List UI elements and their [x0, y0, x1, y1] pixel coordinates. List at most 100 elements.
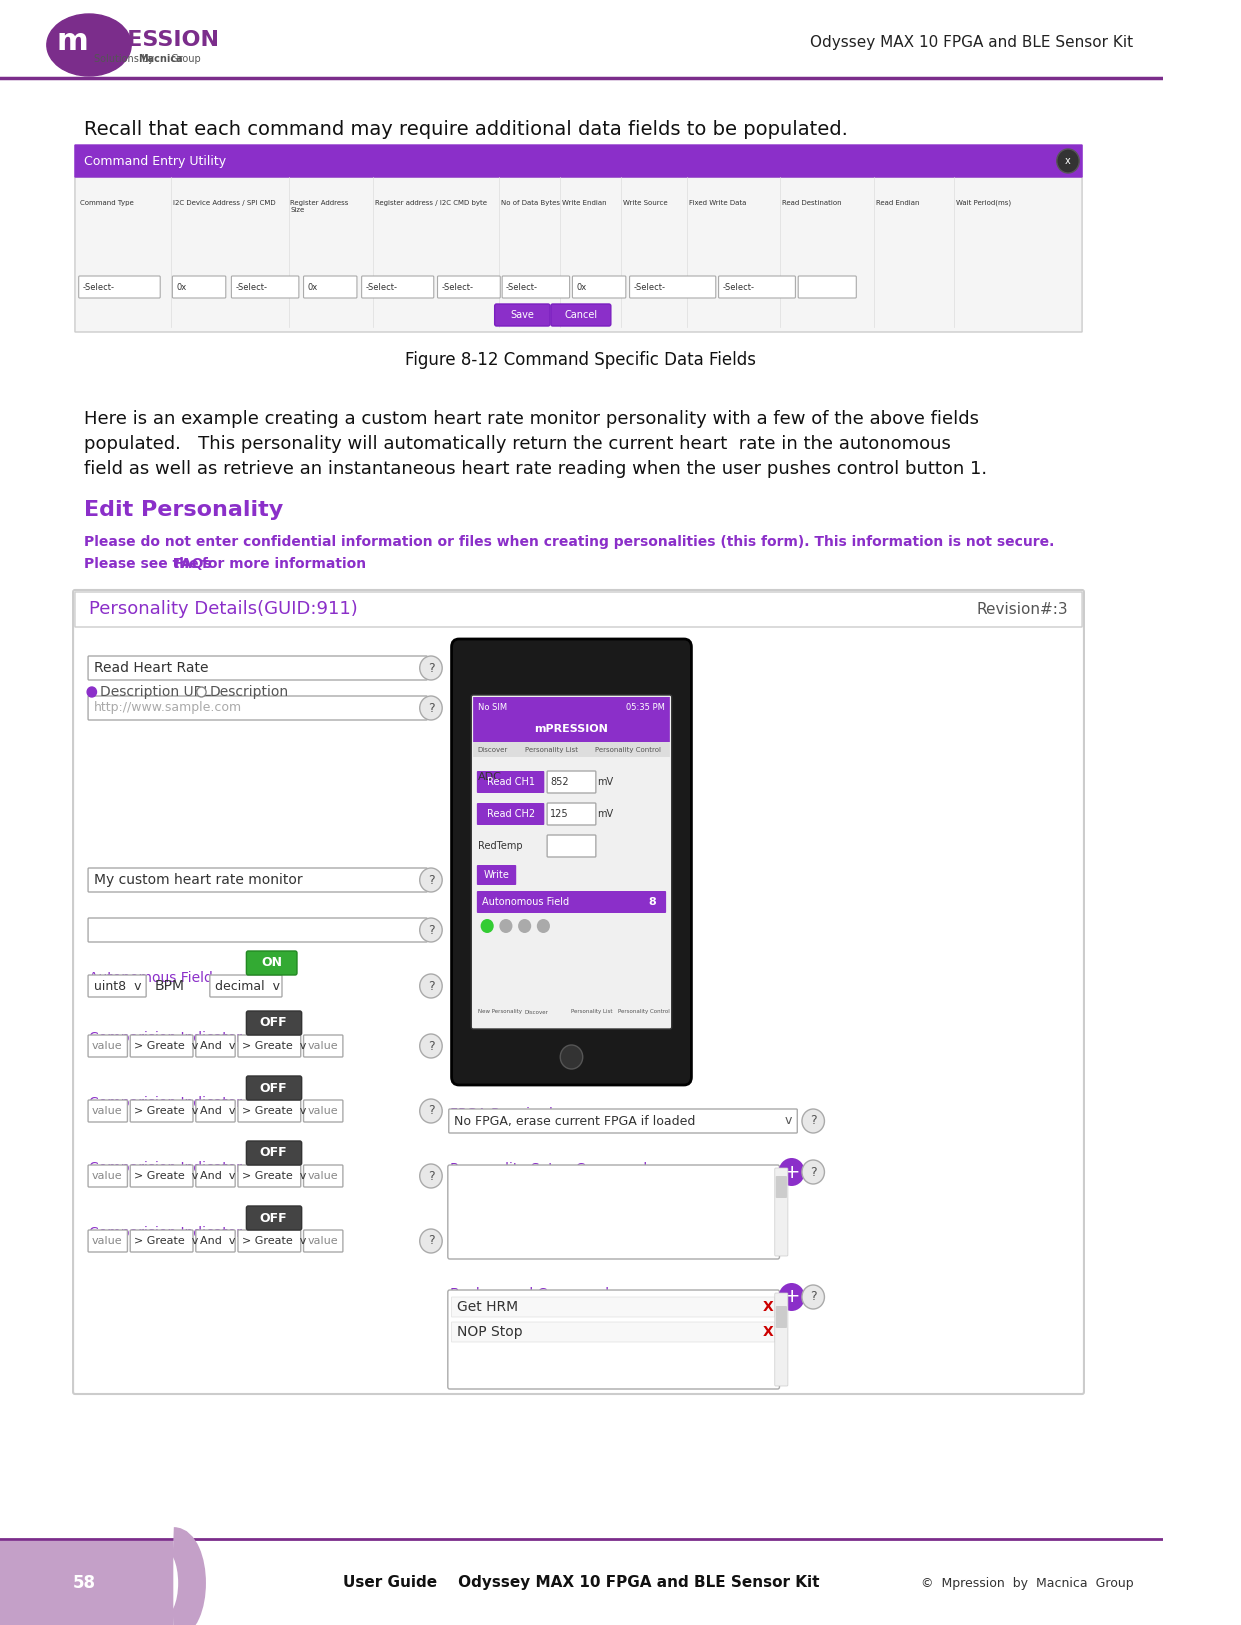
Text: Personality Details(GUID:911): Personality Details(GUID:911) — [89, 601, 357, 619]
Text: New Personality: New Personality — [478, 1009, 521, 1014]
FancyBboxPatch shape — [196, 1165, 235, 1186]
Text: Personality Control: Personality Control — [618, 1009, 670, 1014]
Text: mV: mV — [597, 777, 613, 786]
Text: x: x — [1065, 156, 1071, 166]
Circle shape — [197, 687, 206, 697]
Circle shape — [480, 920, 494, 933]
Text: value: value — [92, 1172, 123, 1181]
Text: Comparision Indicator 4: Comparision Indicator 4 — [89, 1225, 256, 1240]
FancyBboxPatch shape — [88, 656, 427, 679]
Text: 852: 852 — [550, 777, 568, 786]
Text: for more information: for more information — [197, 557, 366, 570]
Text: Personality Control: Personality Control — [594, 748, 661, 752]
FancyBboxPatch shape — [448, 1165, 779, 1259]
Text: -Select-: -Select- — [365, 283, 397, 291]
FancyBboxPatch shape — [74, 145, 1082, 177]
FancyBboxPatch shape — [452, 1323, 774, 1342]
FancyBboxPatch shape — [88, 1230, 128, 1251]
FancyBboxPatch shape — [477, 864, 516, 886]
Text: FAQs: FAQs — [174, 557, 212, 570]
FancyBboxPatch shape — [238, 1230, 300, 1251]
Circle shape — [419, 1164, 442, 1188]
FancyBboxPatch shape — [449, 1108, 797, 1133]
FancyBboxPatch shape — [477, 803, 545, 826]
Text: ?: ? — [428, 1105, 434, 1118]
Text: Comparision Indicator 3: Comparision Indicator 3 — [89, 1160, 256, 1175]
Text: Odyssey MAX 10 FPGA and BLE Sensor Kit: Odyssey MAX 10 FPGA and BLE Sensor Kit — [810, 34, 1133, 49]
Text: mV: mV — [597, 809, 613, 819]
FancyBboxPatch shape — [196, 1100, 235, 1121]
Text: Command Type: Command Type — [79, 200, 133, 206]
Text: mPRESSION: mPRESSION — [535, 725, 608, 734]
FancyBboxPatch shape — [172, 276, 226, 297]
Text: OFF: OFF — [259, 1147, 288, 1160]
FancyBboxPatch shape — [495, 304, 550, 327]
Text: Personality List: Personality List — [525, 748, 577, 752]
Text: Read Heart Rate: Read Heart Rate — [93, 661, 208, 674]
Text: ?: ? — [810, 1290, 817, 1303]
FancyBboxPatch shape — [130, 1100, 194, 1121]
Text: Read Endian: Read Endian — [876, 200, 920, 206]
Text: Discover: Discover — [478, 748, 508, 752]
FancyBboxPatch shape — [247, 1141, 302, 1165]
Text: ©  Mpression  by  Macnica  Group: © Mpression by Macnica Group — [921, 1576, 1133, 1589]
Circle shape — [419, 696, 442, 720]
Text: OFF: OFF — [259, 1017, 288, 1030]
FancyBboxPatch shape — [304, 1165, 343, 1186]
FancyBboxPatch shape — [210, 975, 282, 998]
Circle shape — [419, 656, 442, 679]
Text: My custom heart rate monitor: My custom heart rate monitor — [93, 873, 303, 887]
Text: User Guide    Odyssey MAX 10 FPGA and BLE Sensor Kit: User Guide Odyssey MAX 10 FPGA and BLE S… — [343, 1576, 819, 1591]
FancyBboxPatch shape — [74, 592, 1082, 627]
FancyBboxPatch shape — [572, 276, 625, 297]
Text: Please do not enter confidential information or files when creating personalitie: Please do not enter confidential informa… — [84, 535, 1055, 549]
Text: 0x: 0x — [576, 283, 587, 291]
FancyBboxPatch shape — [774, 1294, 788, 1386]
FancyBboxPatch shape — [238, 1100, 300, 1121]
FancyBboxPatch shape — [73, 590, 1083, 1394]
Text: Read CH2: Read CH2 — [486, 809, 535, 819]
Text: -Select-: -Select- — [722, 283, 755, 291]
Text: Read CH1: Read CH1 — [486, 777, 535, 786]
Circle shape — [778, 1159, 804, 1186]
FancyBboxPatch shape — [473, 743, 670, 757]
Text: populated.   This personality will automatically return the current heart  rate : populated. This personality will automat… — [84, 436, 951, 453]
Text: PRESSION: PRESSION — [93, 29, 218, 50]
Circle shape — [560, 1045, 583, 1069]
Text: Solutions by: Solutions by — [93, 54, 156, 63]
Text: m: m — [56, 26, 88, 55]
FancyBboxPatch shape — [88, 918, 427, 942]
Text: ?: ? — [428, 661, 434, 674]
Circle shape — [419, 973, 442, 998]
FancyBboxPatch shape — [438, 276, 500, 297]
Text: > Greate  v: > Greate v — [242, 1107, 307, 1116]
FancyBboxPatch shape — [473, 697, 670, 717]
Text: Comparision Indicator 2: Comparision Indicator 2 — [89, 1095, 256, 1110]
Text: Personality Name: Personality Name — [89, 656, 211, 671]
Ellipse shape — [47, 15, 132, 76]
FancyBboxPatch shape — [452, 639, 691, 1086]
Text: http://www.sample.com: http://www.sample.com — [93, 702, 242, 715]
Text: > Greate  v: > Greate v — [242, 1042, 307, 1051]
FancyBboxPatch shape — [196, 1230, 235, 1251]
Text: 05:35 PM: 05:35 PM — [627, 702, 665, 712]
FancyBboxPatch shape — [472, 696, 671, 1029]
Text: Revision#:3: Revision#:3 — [977, 601, 1069, 618]
Text: Background Commands: Background Commands — [449, 1287, 616, 1302]
FancyBboxPatch shape — [247, 951, 297, 975]
Text: > Greate  v: > Greate v — [242, 1237, 307, 1246]
Text: value: value — [92, 1042, 123, 1051]
Text: ?: ? — [428, 1235, 434, 1248]
Text: ?: ? — [428, 702, 434, 715]
Text: 58: 58 — [73, 1575, 96, 1592]
FancyBboxPatch shape — [88, 696, 427, 720]
FancyBboxPatch shape — [448, 1290, 779, 1389]
Text: -Select-: -Select- — [506, 283, 537, 291]
Text: Description: Description — [210, 686, 289, 699]
FancyBboxPatch shape — [78, 276, 160, 297]
Text: ?: ? — [810, 1115, 817, 1128]
FancyBboxPatch shape — [304, 1230, 343, 1251]
Text: value: value — [92, 1237, 123, 1246]
Text: decimal  v: decimal v — [216, 980, 280, 993]
Text: ?: ? — [810, 1165, 817, 1178]
